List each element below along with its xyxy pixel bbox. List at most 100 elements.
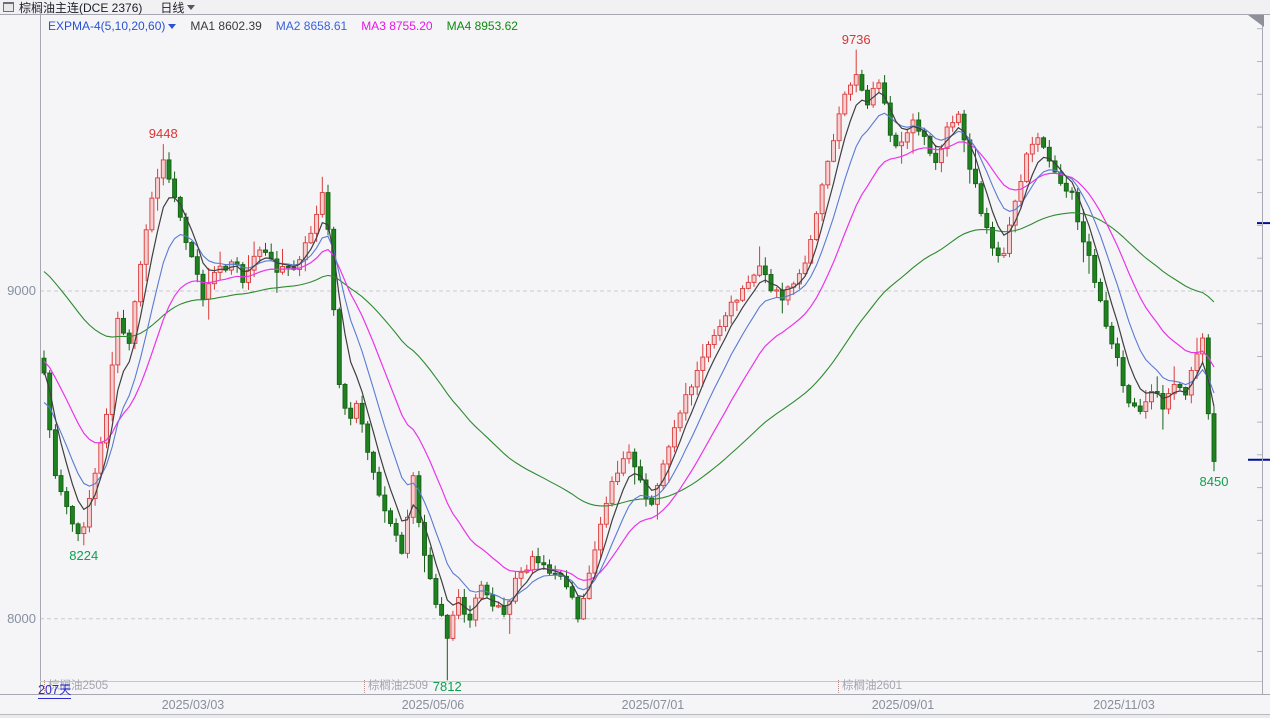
candle <box>104 408 109 449</box>
indicator-selector[interactable]: EXPMA-4(5,10,20,60) <box>48 19 177 33</box>
candle <box>1041 136 1047 149</box>
candle <box>552 565 558 580</box>
candle <box>955 111 961 126</box>
y-axis-line-left <box>40 14 41 694</box>
candle <box>456 589 462 620</box>
candle <box>1177 382 1183 391</box>
candle <box>160 144 166 186</box>
candle <box>359 395 365 433</box>
candle <box>263 242 268 256</box>
days-count-link[interactable]: 207天 <box>38 679 72 699</box>
indicator-label: EXPMA-4(5,10,20,60) <box>48 19 166 33</box>
candle <box>609 476 615 507</box>
candle <box>1194 337 1200 379</box>
candle <box>723 312 729 332</box>
bottom-border <box>0 714 1270 715</box>
candle <box>518 567 524 587</box>
candle <box>121 309 126 336</box>
candle <box>637 459 643 483</box>
contract-marker-label: 棕榈油2509 <box>363 680 428 693</box>
period-selector[interactable]: 日线 <box>160 0 196 16</box>
candle <box>643 473 649 507</box>
candle <box>194 249 200 283</box>
candle <box>1024 152 1030 183</box>
symbol-title: 棕榈油主连(DCE 2376) <box>19 0 143 15</box>
candle <box>1086 233 1092 274</box>
candle <box>189 241 195 258</box>
indicator-values: MA1 8602.39 MA2 8658.61 MA3 8755.20 MA4 895… <box>176 19 518 33</box>
candle <box>416 471 422 528</box>
gridlines-layer <box>40 290 1262 620</box>
candle <box>1114 337 1120 367</box>
candle <box>842 91 848 117</box>
candle <box>933 144 939 170</box>
price-annotation: 7812 <box>432 679 462 694</box>
candle <box>319 176 325 218</box>
candle <box>439 597 445 617</box>
candle <box>1012 199 1018 233</box>
candle <box>547 559 552 576</box>
price-annotation: 9448 <box>148 126 178 142</box>
candle <box>388 507 393 527</box>
window-restore-icon[interactable] <box>3 2 14 12</box>
candle <box>81 522 87 546</box>
candle <box>382 486 388 523</box>
candle <box>342 382 348 415</box>
candle <box>671 419 677 453</box>
candle <box>467 605 473 628</box>
candle <box>882 75 888 106</box>
ema-line-60 <box>43 212 1215 507</box>
right-axis-ticks <box>1257 28 1262 652</box>
candle <box>1001 247 1007 258</box>
candle <box>1211 407 1217 472</box>
candle <box>308 226 314 244</box>
candle <box>1018 174 1024 209</box>
candle <box>990 221 995 256</box>
candle <box>1200 333 1206 363</box>
price-annotation: 8450 <box>1199 474 1229 490</box>
candle <box>155 168 161 211</box>
candle <box>314 205 320 242</box>
candle <box>86 490 92 533</box>
candle <box>405 509 410 559</box>
y-axis-price-label: 9000 <box>7 282 36 298</box>
x-axis-date-label: 2025/05/06 <box>401 698 465 712</box>
candle <box>700 344 706 387</box>
ma-value: MA1 8602.39 <box>190 19 262 33</box>
candle <box>1069 187 1075 200</box>
candle <box>433 573 439 609</box>
price-marker-lines <box>1248 222 1270 461</box>
ma-value: MA3 8755.20 <box>361 19 433 33</box>
y-axis-line-right[interactable] <box>1262 14 1263 694</box>
candle <box>280 248 285 275</box>
title-bar: 棕榈油主连(DCE 2376) 日线 <box>0 0 1270 15</box>
candle <box>615 460 621 486</box>
candle <box>632 448 638 485</box>
candle <box>512 571 518 604</box>
candle <box>69 505 75 532</box>
candle <box>683 382 689 421</box>
candle <box>813 211 819 241</box>
candle <box>427 547 433 580</box>
candle <box>677 410 683 432</box>
price-annotation: 9736 <box>841 31 871 47</box>
x-axis-date-label: 2025/11/03 <box>1093 698 1155 712</box>
candle <box>995 241 1001 263</box>
candle <box>978 181 984 217</box>
candle <box>535 547 541 569</box>
candle <box>246 255 251 290</box>
candle <box>836 106 842 149</box>
candle <box>450 610 456 641</box>
dropdown-caret-icon <box>187 4 196 10</box>
candle <box>410 472 416 524</box>
candle <box>1007 216 1012 258</box>
candle <box>501 597 507 618</box>
candle <box>660 459 666 490</box>
candle <box>666 444 672 483</box>
candle <box>1046 140 1052 168</box>
candle <box>274 251 280 293</box>
candle <box>706 341 711 363</box>
candle <box>734 298 740 311</box>
candle <box>1126 383 1132 408</box>
